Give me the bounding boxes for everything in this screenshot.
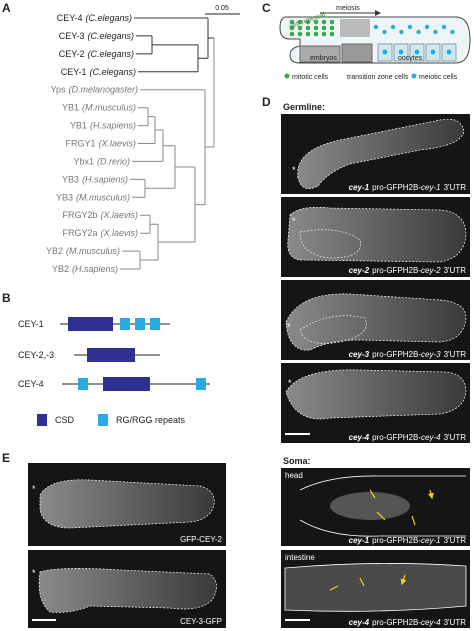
leaf-label: YB3 (H.sapiens) bbox=[62, 174, 128, 184]
micrograph: * cey-3 pro-GFPH2B-cey-3 3'UTR bbox=[281, 280, 470, 360]
micrograph: * cey-4 pro-GFPH2B-cey-4 3'UTR bbox=[281, 363, 470, 443]
asterisk: * bbox=[287, 322, 291, 332]
micrograph: * cey-2 pro-GFPH2B-cey-2 3'UTR bbox=[281, 197, 470, 277]
diagram-label: oocytes bbox=[398, 55, 423, 62]
csd bbox=[87, 348, 135, 362]
tag: head bbox=[285, 471, 303, 480]
leaf-label: CEY-1 (C.elegans) bbox=[61, 67, 136, 77]
section-title: Soma: bbox=[283, 456, 311, 466]
caption: cey-1 pro-GFPH2B-cey-1 3'UTR bbox=[349, 183, 467, 192]
caption: GFP-CEY-2 bbox=[180, 535, 222, 544]
csd bbox=[103, 377, 150, 391]
leaf-label: YB2 (H.sapiens) bbox=[52, 264, 118, 274]
leaf-label: YB1 (M.musculus) bbox=[62, 103, 136, 113]
leaf-label: YB2 (M.musculus) bbox=[46, 246, 120, 256]
panel-label: A bbox=[2, 1, 11, 15]
leaf-label: YB3 (M.musculus) bbox=[56, 192, 130, 202]
caption: cey-1 pro-GFPH2B-cey-1 3'UTR bbox=[349, 536, 467, 545]
rg bbox=[135, 318, 145, 330]
asterisk: * bbox=[32, 568, 36, 578]
legend-swatch bbox=[37, 414, 47, 426]
leaf-label: FRGY1 (X.laevis) bbox=[65, 139, 136, 149]
csd bbox=[68, 317, 113, 331]
legend-label: mitotic cells bbox=[292, 74, 329, 81]
micrograph: * CEY-3-GFP bbox=[28, 550, 226, 628]
caption: cey-4 pro-GFPH2B-cey-4 3'UTR bbox=[349, 618, 467, 627]
tag: intestine bbox=[285, 553, 315, 562]
diagram-label: embryos bbox=[310, 55, 337, 62]
micrograph: intestine cey-4 pro-GFPH2B-cey-4 3'UTR bbox=[281, 550, 470, 628]
leaf-label: FRGY2a (X.laevis) bbox=[62, 228, 138, 238]
gonad-diagram: self-renewal meiosis embryos oocytes mit… bbox=[279, 5, 471, 81]
panel-label: E bbox=[2, 451, 10, 465]
diagram-label: meiosis bbox=[336, 5, 360, 12]
row-label: CEY-4 bbox=[18, 379, 44, 389]
rg bbox=[120, 318, 130, 330]
leaf-label: CEY-3 (C.elegans) bbox=[59, 31, 134, 41]
micrograph: head cey-1 pro-GFPH2B-cey-1 3'UTR bbox=[281, 468, 470, 546]
leaf-label: Ybx1 (D.rerio) bbox=[73, 156, 130, 166]
branches bbox=[120, 38, 215, 270]
row-label: CEY-1 bbox=[18, 319, 44, 329]
section-title: Germline: bbox=[283, 102, 325, 112]
rg bbox=[150, 318, 160, 330]
legend-swatch bbox=[98, 414, 108, 426]
micrograph: * cey-1 pro-GFPH2B-cey-1 3'UTR bbox=[281, 114, 470, 194]
leaf-label: YB1 (H.sapiens) bbox=[70, 121, 136, 131]
panel-label: C bbox=[262, 1, 271, 15]
asterisk: * bbox=[292, 165, 296, 175]
asterisk: * bbox=[292, 216, 296, 226]
rg bbox=[78, 378, 88, 390]
caption: cey-3 pro-GFPH2B-cey-3 3'UTR bbox=[349, 350, 467, 359]
leaf-label: CEY-4 (C.elegans) bbox=[57, 13, 132, 23]
leaf-label: FRGY2b (X.laevis) bbox=[62, 210, 138, 220]
rg bbox=[196, 378, 206, 390]
leaf-label: CEY-2 (C.elegans) bbox=[59, 49, 134, 59]
caption: CEY-3-GFP bbox=[180, 617, 222, 626]
panel-label: B bbox=[2, 291, 11, 305]
row-label: CEY-2,-3 bbox=[18, 350, 54, 360]
domain-diagram: CEY-1 CEY-2,-3 CEY-4 CSD RG/RGG repeats bbox=[18, 317, 210, 426]
micrograph: * GFP-CEY-2 bbox=[28, 463, 226, 546]
panel-label: D bbox=[262, 95, 271, 109]
caption: cey-2 pro-GFPH2B-cey-2 3'UTR bbox=[349, 266, 467, 275]
asterisk: * bbox=[288, 378, 292, 388]
legend-label: RG/RGG repeats bbox=[116, 415, 186, 425]
asterisk: * bbox=[32, 484, 36, 494]
branches bbox=[134, 17, 214, 73]
scale-label: 0.05 bbox=[215, 5, 229, 12]
legend-label: transition zone cells bbox=[347, 74, 409, 81]
leaf-label: Yps (D.melanogaster) bbox=[51, 85, 138, 95]
caption: cey-4 pro-GFPH2B-cey-4 3'UTR bbox=[349, 433, 467, 442]
legend-label: meiotic cells bbox=[419, 74, 458, 81]
legend-label: CSD bbox=[55, 415, 75, 425]
phylogenetic-tree: 0.05 CEY-4 (C.elegans) CEY-3 (C.elegans) CEY… bbox=[46, 5, 240, 274]
